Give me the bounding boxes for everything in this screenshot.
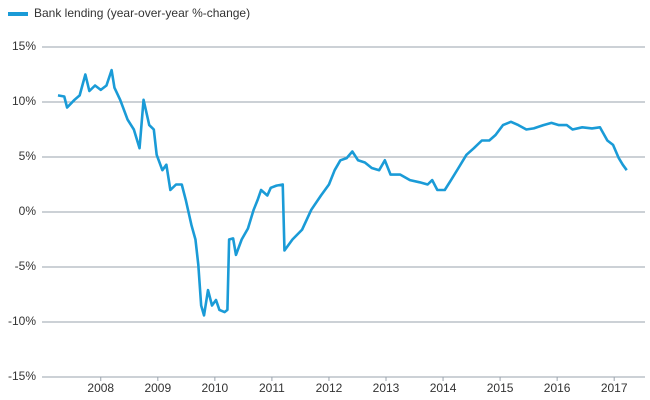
x-tick-label: 2015 [487, 381, 514, 395]
y-tick-label: 15% [12, 39, 36, 53]
legend-label: Bank lending (year-over-year %-change) [34, 6, 250, 20]
x-tick-label: 2016 [544, 381, 571, 395]
x-tick-label: 2014 [430, 381, 457, 395]
y-tick-label: -10% [8, 314, 36, 328]
x-tick-label: 2012 [316, 381, 343, 395]
data-line [57, 68, 628, 317]
x-tick-label: 2011 [259, 381, 285, 395]
y-tick-label: 10% [12, 94, 36, 108]
x-tick-label: 2009 [144, 381, 171, 395]
y-tick-label: 0% [19, 204, 37, 218]
x-tick-label: 2017 [601, 381, 628, 395]
x-tick-label: 2013 [373, 381, 400, 395]
y-tick-label: 5% [19, 149, 37, 163]
y-tick-label: -15% [8, 369, 36, 383]
x-tick-label: 2010 [202, 381, 229, 395]
y-tick-label: -5% [15, 259, 37, 273]
x-tick-label: 2008 [87, 381, 114, 395]
